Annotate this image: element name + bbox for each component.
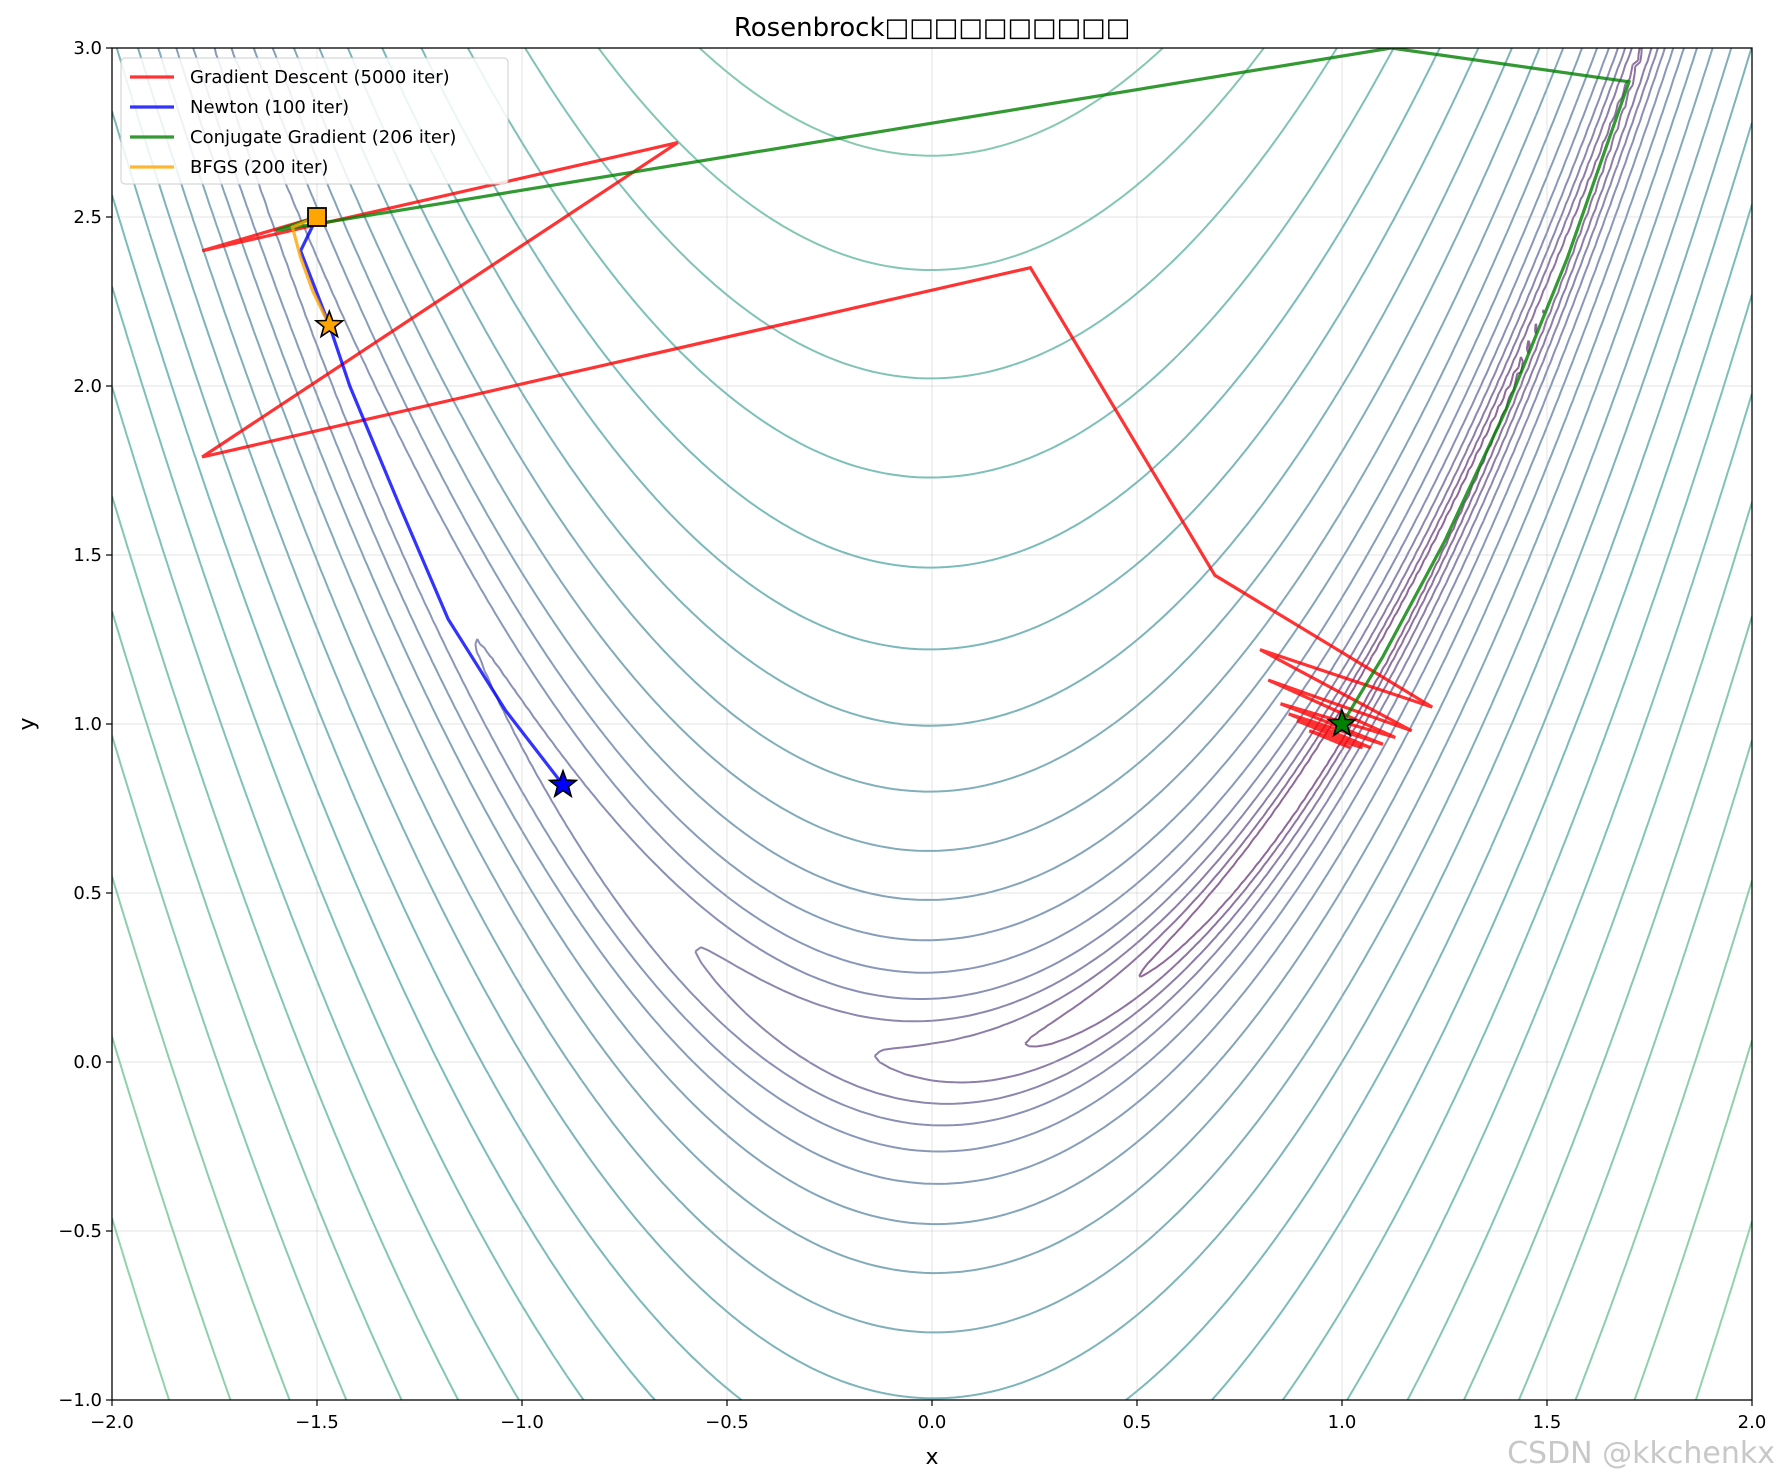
series-line-1 [298,216,565,786]
contour-level-8 [157,48,1714,1275]
end-marker-2 [547,768,579,799]
grid-layer [112,48,1752,1400]
contour-level-0 [1138,309,1545,978]
contour-level-12 [112,48,1752,1400]
y-tick-label: 0.5 [73,883,102,904]
contour-level-13 [112,48,1752,1400]
x-axis-ticks: −2.0 −1.5 −1.0 −0.5 0.0 0.5 1.0 1.5 2.0 [90,1400,1766,1433]
x-tick-label: −2.0 [90,1412,134,1433]
y-axis-label: y [15,717,40,730]
contour-level-20 [112,1217,1752,1400]
start-marker-0 [307,207,327,227]
legend-label-0: Gradient Descent (5000 iter) [190,67,450,88]
x-tick-label: 0.5 [1123,1412,1152,1433]
end-marker-3 [1326,707,1358,738]
y-tick-label: 1.5 [73,545,102,566]
legend-label-2: Conjugate Gradient (206 iter) [190,127,456,148]
x-tick-label: −1.0 [500,1412,544,1433]
x-tick-label: 0.0 [918,1412,947,1433]
end-marker-1 [313,308,345,339]
path-markers [307,207,1358,799]
contour-level-19 [112,1036,1752,1400]
y-axis-ticks: −1.0 −0.5 0.0 0.5 1.0 1.5 2.0 2.5 3.0 [58,38,112,1411]
y-tick-label: −1.0 [58,1390,102,1411]
legend: Gradient Descent (5000 iter) Newton (100 … [120,57,509,185]
chart-title: Rosenbrock□□□□□□□□□□ [734,13,1130,43]
x-tick-label: 2.0 [1738,1412,1767,1433]
contour-level-14 [112,48,1752,1400]
contour-level-15 [112,48,1752,1400]
contour-level-3 [694,48,1659,1105]
y-tick-label: 3.0 [73,38,102,59]
y-tick-label: 2.5 [73,207,102,228]
contour-level-7 [175,48,1698,1226]
y-tick-label: 0.0 [73,1052,102,1073]
contour-level-18 [112,876,1752,1400]
series-line-3 [290,215,331,326]
contour-level-6 [192,48,1685,1185]
legend-label-3: BFGS (200 iter) [190,157,328,178]
x-tick-label: −0.5 [705,1412,749,1433]
y-tick-label: −0.5 [58,1221,102,1242]
contour-level-11 [112,48,1752,1400]
contour-level-17 [112,735,1752,1400]
x-tick-label: 1.0 [1328,1412,1357,1433]
contour-level-16 [112,48,1752,1400]
x-tick-label: 1.5 [1533,1412,1562,1433]
y-tick-label: 2.0 [73,376,102,397]
legend-box [120,57,509,185]
optimizer-paths [201,48,1632,786]
contour-level-5 [213,48,1675,1153]
series-line-0 [201,141,1434,750]
x-axis-label: x [925,1445,938,1470]
watermark-text: CSDN @kkchenkx [1507,1436,1775,1471]
y-tick-label: 1.0 [73,714,102,735]
legend-label-1: Newton (100 iter) [190,97,349,118]
x-tick-label: −1.5 [295,1412,339,1433]
series-line-2 [275,48,1632,725]
